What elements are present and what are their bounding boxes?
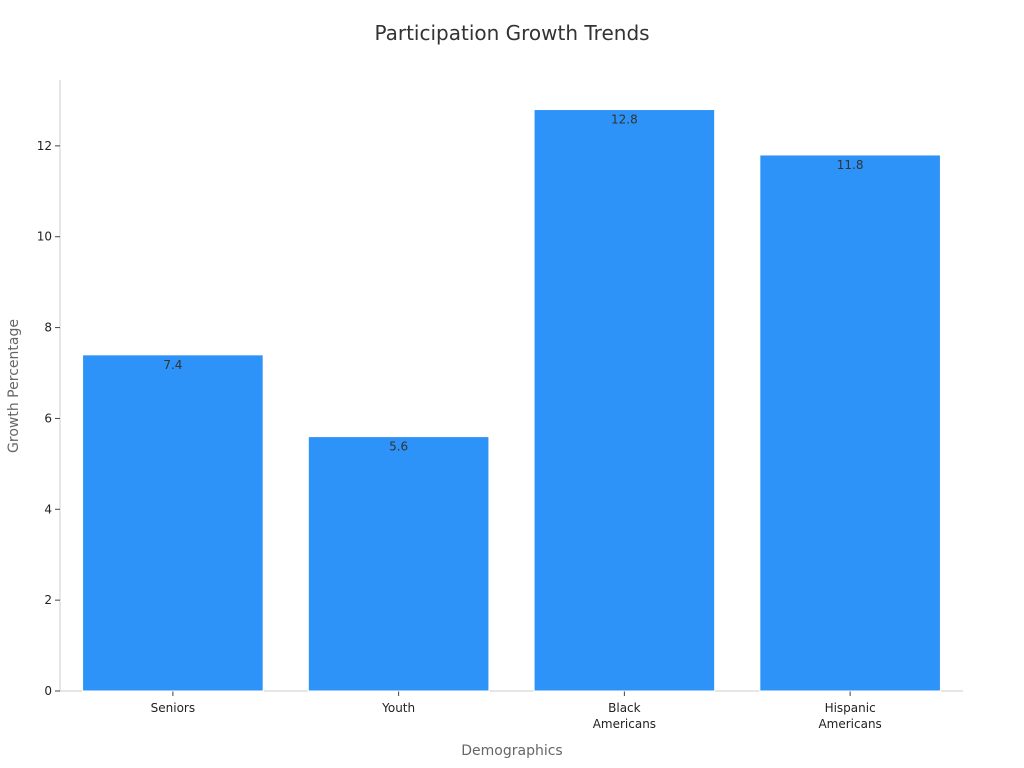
bar — [759, 154, 941, 692]
y-tick-label: 6 — [44, 411, 52, 425]
y-axis-title: Growth Percentage — [6, 319, 22, 453]
bar — [307, 436, 490, 692]
y-axis: 0 2 4 6 8 10 12 — [37, 80, 61, 698]
x-tick-label: Seniors — [151, 701, 195, 715]
x-tick-label-line: Hispanic — [825, 701, 876, 715]
bar — [82, 354, 264, 692]
data-label: 12.8 — [611, 113, 638, 127]
x-tick-label-line: Americans — [818, 717, 881, 731]
x-axis-title: Demographics — [461, 743, 562, 759]
y-tick-label: 4 — [44, 502, 52, 516]
y-tick-label: 2 — [44, 593, 52, 607]
y-tick-label: 0 — [44, 684, 52, 698]
x-tick-label: Youth — [381, 701, 415, 715]
data-label: 11.8 — [837, 158, 864, 172]
x-tick-label: Black Americans — [593, 701, 656, 731]
x-tick-label-line: Youth — [381, 701, 415, 715]
x-tick-label-line: Seniors — [151, 701, 195, 715]
x-axis: Seniors Youth Black Americans Hispanic Americ… — [60, 690, 963, 731]
chart-title: Participation Growth Trends — [374, 21, 649, 45]
y-tick-label: 8 — [44, 321, 52, 335]
data-label: 5.6 — [389, 440, 408, 454]
x-tick-label-line: Black — [608, 701, 641, 715]
y-tick-label: 12 — [37, 139, 52, 153]
bar — [533, 109, 716, 692]
y-tick-label: 10 — [37, 230, 52, 244]
bars — [82, 109, 941, 692]
data-label: 7.4 — [163, 358, 182, 372]
x-tick-label: Hispanic Americans — [818, 701, 881, 731]
data-labels: 7.4 5.6 12.8 11.8 — [163, 113, 863, 454]
x-tick-label-line: Americans — [593, 717, 656, 731]
